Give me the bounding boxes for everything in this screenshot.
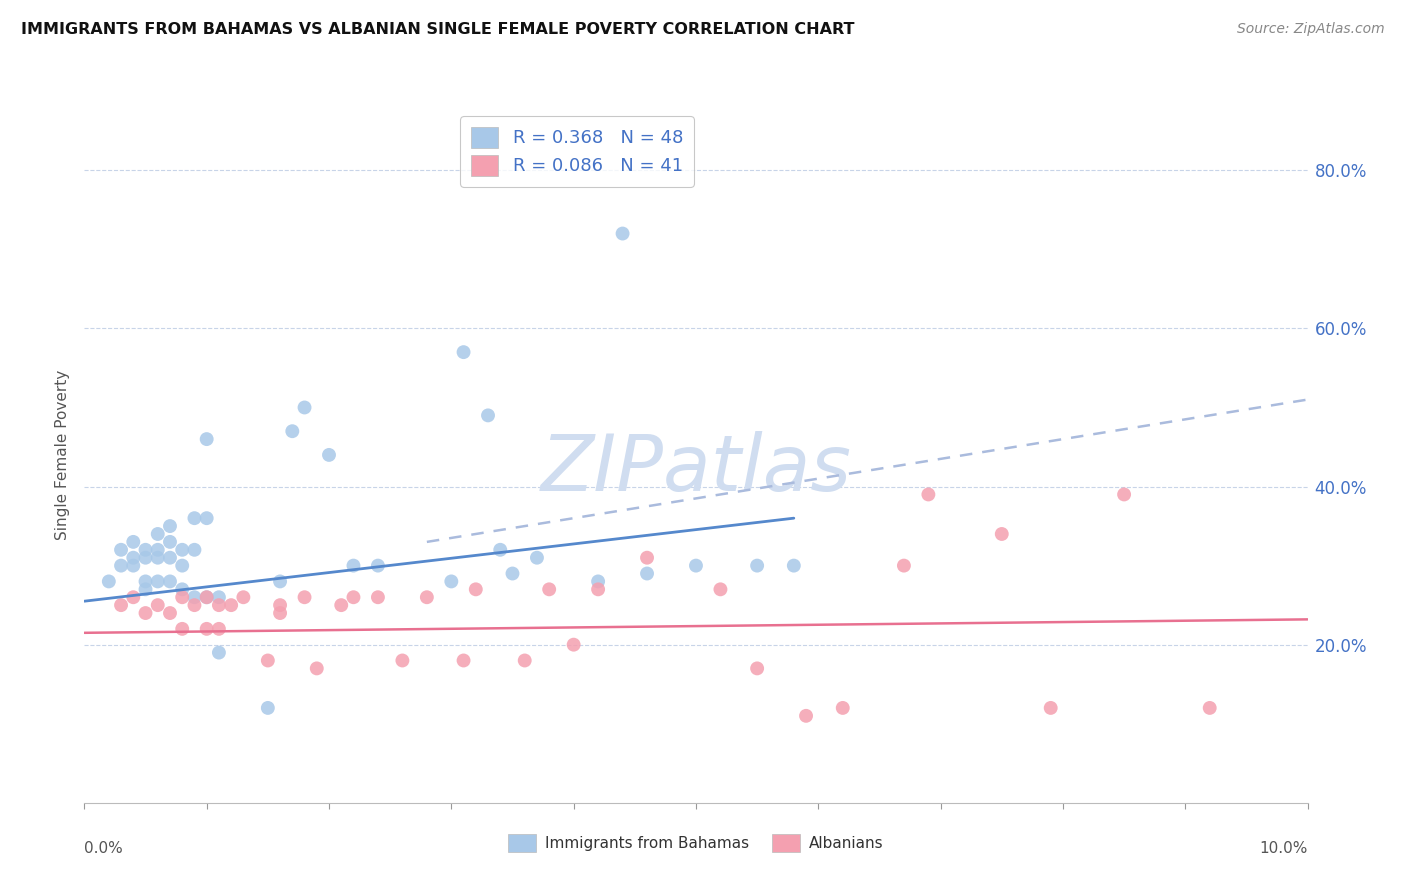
Point [586, 582, 609, 597]
Point [208, 598, 231, 612]
Point [172, 542, 194, 557]
Point [342, 591, 364, 605]
Point [342, 558, 364, 573]
Point [122, 550, 145, 565]
Point [135, 550, 157, 565]
Point [208, 646, 231, 660]
Point [195, 432, 218, 446]
Point [513, 653, 536, 667]
Point [269, 598, 291, 612]
Point [110, 542, 132, 557]
Point [709, 582, 731, 597]
Point [122, 591, 145, 605]
Point [135, 574, 157, 589]
Point [172, 591, 194, 605]
Point [1114, 487, 1136, 501]
Text: 0.0%: 0.0% [84, 841, 124, 856]
Point [747, 661, 769, 675]
Point [159, 534, 181, 549]
Point [269, 574, 291, 589]
Point [146, 550, 169, 565]
Point [172, 558, 194, 573]
Point [257, 653, 280, 667]
Point [269, 606, 291, 620]
Point [367, 558, 389, 573]
Point [1039, 701, 1062, 715]
Point [135, 606, 157, 620]
Text: ZIPatlas: ZIPatlas [540, 431, 852, 507]
Point [122, 534, 145, 549]
Point [636, 550, 658, 565]
Point [440, 574, 463, 589]
Point [159, 574, 181, 589]
Point [586, 574, 609, 589]
Point [991, 527, 1014, 541]
Point [159, 606, 181, 620]
Point [195, 622, 218, 636]
Point [172, 622, 194, 636]
Point [747, 558, 769, 573]
Y-axis label: Single Female Poverty: Single Female Poverty [55, 370, 70, 540]
Point [281, 424, 304, 438]
Point [562, 638, 585, 652]
Point [208, 591, 231, 605]
Point [294, 591, 316, 605]
Point [195, 511, 218, 525]
Point [416, 591, 439, 605]
Point [219, 598, 242, 612]
Point [685, 558, 707, 573]
Point [453, 345, 475, 359]
Point [183, 542, 205, 557]
Point [110, 598, 132, 612]
Point [110, 558, 132, 573]
Point [893, 558, 915, 573]
Text: Source: ZipAtlas.com: Source: ZipAtlas.com [1237, 22, 1385, 37]
Point [159, 550, 181, 565]
Point [612, 227, 634, 241]
Point [195, 591, 218, 605]
Point [794, 708, 817, 723]
Point [453, 653, 475, 667]
Point [526, 550, 548, 565]
Text: 10.0%: 10.0% [1260, 841, 1308, 856]
Point [232, 591, 254, 605]
Point [257, 701, 280, 715]
Point [183, 511, 205, 525]
Point [146, 527, 169, 541]
Point [183, 598, 205, 612]
Point [318, 448, 340, 462]
Point [477, 409, 499, 423]
Text: IMMIGRANTS FROM BAHAMAS VS ALBANIAN SINGLE FEMALE POVERTY CORRELATION CHART: IMMIGRANTS FROM BAHAMAS VS ALBANIAN SING… [21, 22, 855, 37]
Point [464, 582, 486, 597]
Point [146, 542, 169, 557]
Point [183, 591, 205, 605]
Point [502, 566, 524, 581]
Point [135, 582, 157, 597]
Point [489, 542, 512, 557]
Legend: Immigrants from Bahamas, Albanians: Immigrants from Bahamas, Albanians [502, 828, 890, 858]
Point [195, 591, 218, 605]
Point [159, 519, 181, 533]
Point [305, 661, 328, 675]
Point [135, 542, 157, 557]
Point [1198, 701, 1220, 715]
Point [122, 558, 145, 573]
Point [294, 401, 316, 415]
Point [97, 574, 120, 589]
Point [783, 558, 806, 573]
Point [208, 622, 231, 636]
Point [391, 653, 413, 667]
Point [538, 582, 561, 597]
Point [831, 701, 853, 715]
Point [330, 598, 353, 612]
Point [636, 566, 658, 581]
Point [172, 582, 194, 597]
Point [367, 591, 389, 605]
Point [917, 487, 939, 501]
Point [146, 574, 169, 589]
Point [146, 598, 169, 612]
